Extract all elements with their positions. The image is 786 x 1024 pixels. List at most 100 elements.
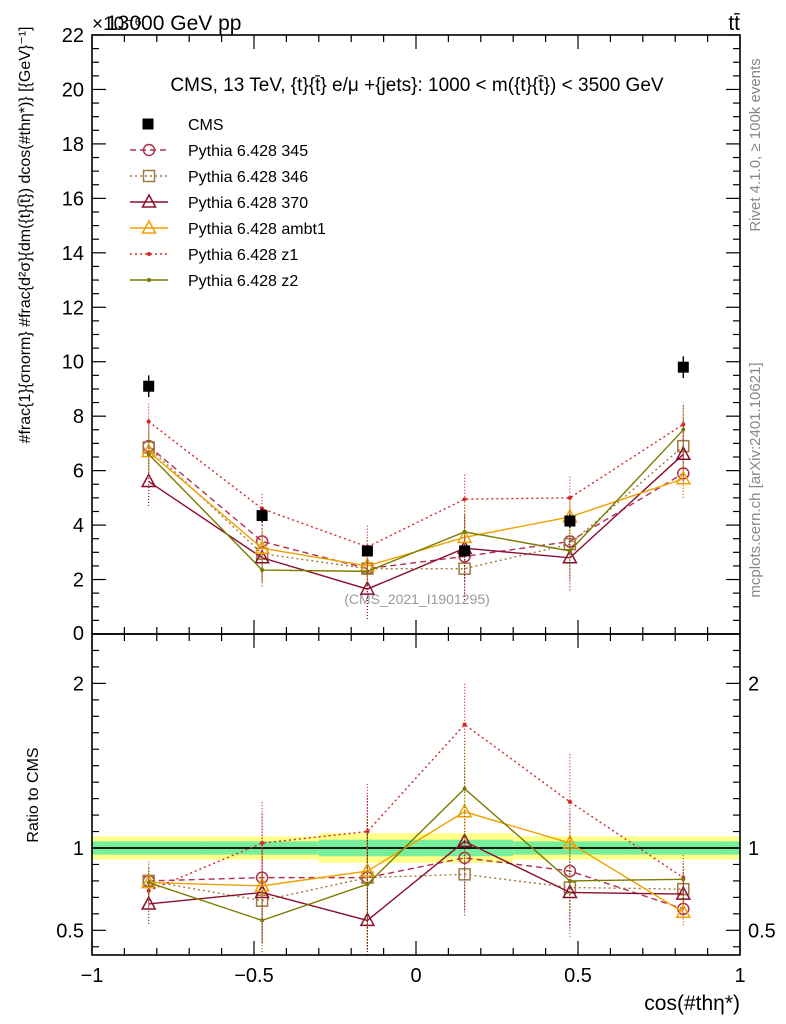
y-tick-label-zero: 0: [73, 623, 84, 645]
series-3: [140, 429, 692, 926]
series-point-main: [562, 549, 578, 564]
y-tick-label: 10: [62, 352, 84, 374]
series-line-ratio: [148, 873, 684, 902]
series-point-ratio: [140, 895, 157, 910]
legend-label: Pythia 6.428 346: [188, 169, 308, 186]
series-point-main: [365, 569, 370, 574]
rivet-label: Rivet 4.1.0, ≥ 100k events: [747, 58, 764, 231]
legend-marker: [147, 252, 151, 256]
series-point-main: [254, 549, 270, 564]
ratio-tick-label: 2: [73, 673, 84, 695]
series-point-ratio: [462, 722, 467, 727]
series-point-ratio: [365, 829, 370, 834]
legend-cms-marker: [142, 118, 154, 130]
cms-point: [677, 361, 689, 373]
x-tick-label: −0.5: [234, 965, 273, 987]
y-axis-label: #frac{1}{σnorm} #frac{d²σ}{dm({t}{t̄}) d…: [17, 27, 34, 444]
series-point-main: [359, 580, 376, 595]
legend-cms-label: CMS: [188, 117, 224, 134]
legend: CMS Pythia 6.428 345 Pythia 6.428 346 Pythi…: [130, 117, 326, 290]
cms-point: [256, 510, 268, 522]
series-point-main: [681, 427, 686, 432]
series-point-ratio: [462, 786, 467, 791]
series-point-main: [567, 548, 572, 553]
legend-marker: [141, 219, 157, 234]
series-line-ratio: [148, 840, 684, 922]
series-line-main: [148, 451, 684, 567]
y-tick-label: 12: [62, 297, 84, 319]
series-point-ratio: [146, 888, 151, 893]
series-point-main: [681, 422, 686, 427]
series-point-ratio: [567, 799, 572, 804]
y-tick-label: 4: [73, 515, 84, 537]
series-point-main: [462, 529, 467, 534]
ratio-tick-label: 0.5: [56, 920, 84, 942]
y-tick-label: 6: [73, 461, 84, 483]
ratio-tick-label-right: 1: [748, 838, 759, 860]
legend-marker: [147, 278, 151, 282]
legend-label: Pythia 6.428 z1: [188, 247, 298, 264]
legend-marker: [141, 193, 157, 208]
series-point-ratio: [567, 878, 572, 883]
y-tick-label: 22: [62, 25, 84, 47]
series-point-ratio: [260, 918, 265, 923]
y-tick-label: 14: [62, 243, 84, 265]
x-tick-label: 0: [410, 965, 421, 987]
y-tick-label: 20: [62, 79, 84, 101]
y-tick-label: 18: [62, 134, 84, 156]
x-tick-label: 1: [734, 965, 745, 987]
series-line-ratio: [148, 857, 684, 910]
y-tick-label: 16: [62, 188, 84, 210]
series-point-main: [146, 419, 151, 424]
series-line-main: [148, 429, 684, 573]
ratio-band: [92, 833, 740, 863]
series-point-ratio: [458, 868, 471, 881]
series-point-ratio: [254, 877, 270, 892]
series-line-main: [148, 445, 684, 570]
legend-label: Pythia 6.428 370: [188, 195, 308, 212]
series-line-main: [148, 445, 684, 570]
series-point-ratio: [456, 832, 473, 848]
chart-title: CMS, 13 TeV, {t}{t̄} e/μ +{jets}: 1000 <…: [170, 75, 663, 96]
series-layer: [140, 402, 692, 955]
series-point-ratio: [140, 873, 157, 889]
series-point-main: [677, 439, 690, 453]
x-axis-label: cos(#thη*): [644, 992, 740, 1015]
ratio-tick-label: 1: [73, 838, 84, 860]
series-point-ratio: [260, 841, 265, 846]
series-point-ratio: [146, 880, 151, 885]
cms-data-layer: [143, 356, 689, 557]
series-point-main: [254, 539, 270, 554]
series-point-ratio: [562, 883, 578, 899]
ratio-axis-label: Ratio to CMS: [25, 747, 42, 842]
y-tick-label: 2: [73, 570, 84, 592]
series-point-main: [260, 568, 265, 573]
mcplots-label: mcplots.cern.ch [arXiv:2401.10621]: [747, 362, 764, 597]
series-line-main: [148, 421, 684, 548]
ratio-tick-label-right: 0.5: [748, 920, 776, 942]
energy-label: 13000 GeV pp: [106, 12, 241, 35]
series-point-main: [140, 443, 157, 458]
legend-label: Pythia 6.428 ambt1: [188, 221, 326, 238]
legend-label: Pythia 6.428 345: [188, 143, 308, 160]
series-point-ratio: [675, 903, 692, 918]
legend-marker: [142, 169, 156, 183]
analysis-id: (CMS_2021_I1901295): [344, 591, 490, 607]
series-point-main: [675, 470, 692, 485]
series-point-main: [456, 528, 473, 544]
series-point-ratio: [359, 862, 376, 877]
y-tick-label: 8: [73, 406, 84, 428]
series-point-ratio: [681, 877, 686, 882]
series-line-ratio: [148, 811, 684, 913]
series-line-main: [148, 453, 684, 590]
cms-point: [564, 515, 576, 527]
exponent-label: ×10⁻⁶: [92, 14, 142, 35]
series-5: [146, 402, 686, 955]
series-line-ratio: [148, 787, 684, 922]
series-point-ratio: [365, 882, 370, 887]
cms-point: [361, 545, 373, 557]
series-point-main: [567, 495, 572, 500]
series-line-ratio: [148, 723, 684, 892]
